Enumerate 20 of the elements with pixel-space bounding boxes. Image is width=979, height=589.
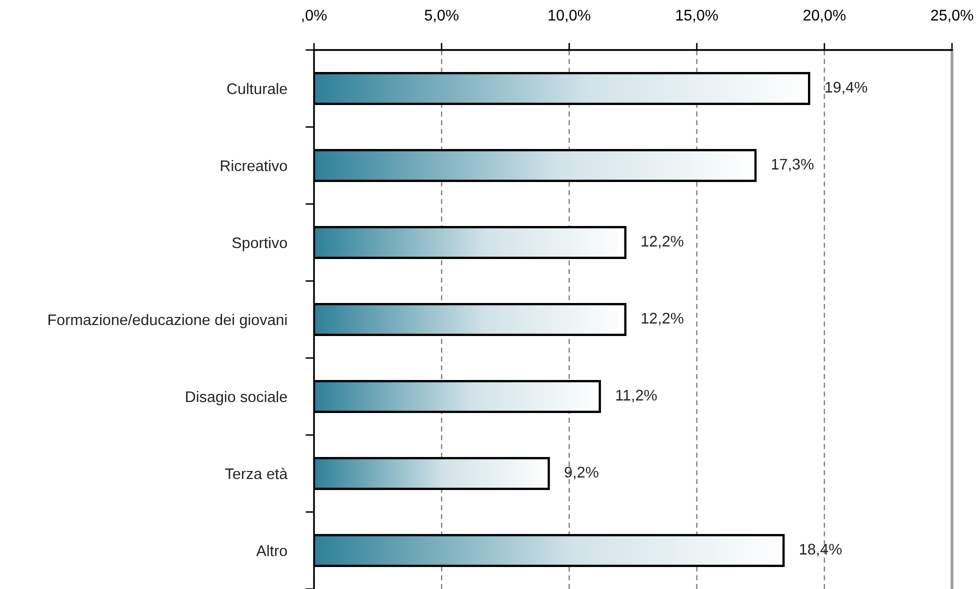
data-label: 17,3% xyxy=(772,158,814,172)
y-tick-label: Altro xyxy=(256,544,287,556)
x-tick-label: ,0% xyxy=(302,10,327,22)
data-label: 12,2% xyxy=(642,312,684,326)
x-tick-label: 10,0% xyxy=(548,10,590,22)
y-tick-label: Terza età xyxy=(225,468,288,480)
x-tick-label: 25,0% xyxy=(931,10,974,22)
data-label: 18,4% xyxy=(800,544,842,556)
data-label: 19,4% xyxy=(826,82,868,94)
data-label: 12,2% xyxy=(642,236,684,248)
y-tick-label: Ricreativo xyxy=(220,160,287,172)
data-label: 9,2% xyxy=(564,466,598,480)
x-tick-label: 20,0% xyxy=(804,10,846,22)
x-tick-label: 15,0% xyxy=(676,10,718,22)
y-tick-label: Formazione/educazione dei giovani xyxy=(48,314,287,328)
y-tick-label: Culturale xyxy=(227,82,287,94)
y-tick-label: Disagio sociale xyxy=(186,390,287,406)
data-label: 11,2% xyxy=(616,390,657,402)
y-tick-label: Sportivo xyxy=(232,236,287,252)
x-tick-label: 5,0% xyxy=(424,10,458,22)
